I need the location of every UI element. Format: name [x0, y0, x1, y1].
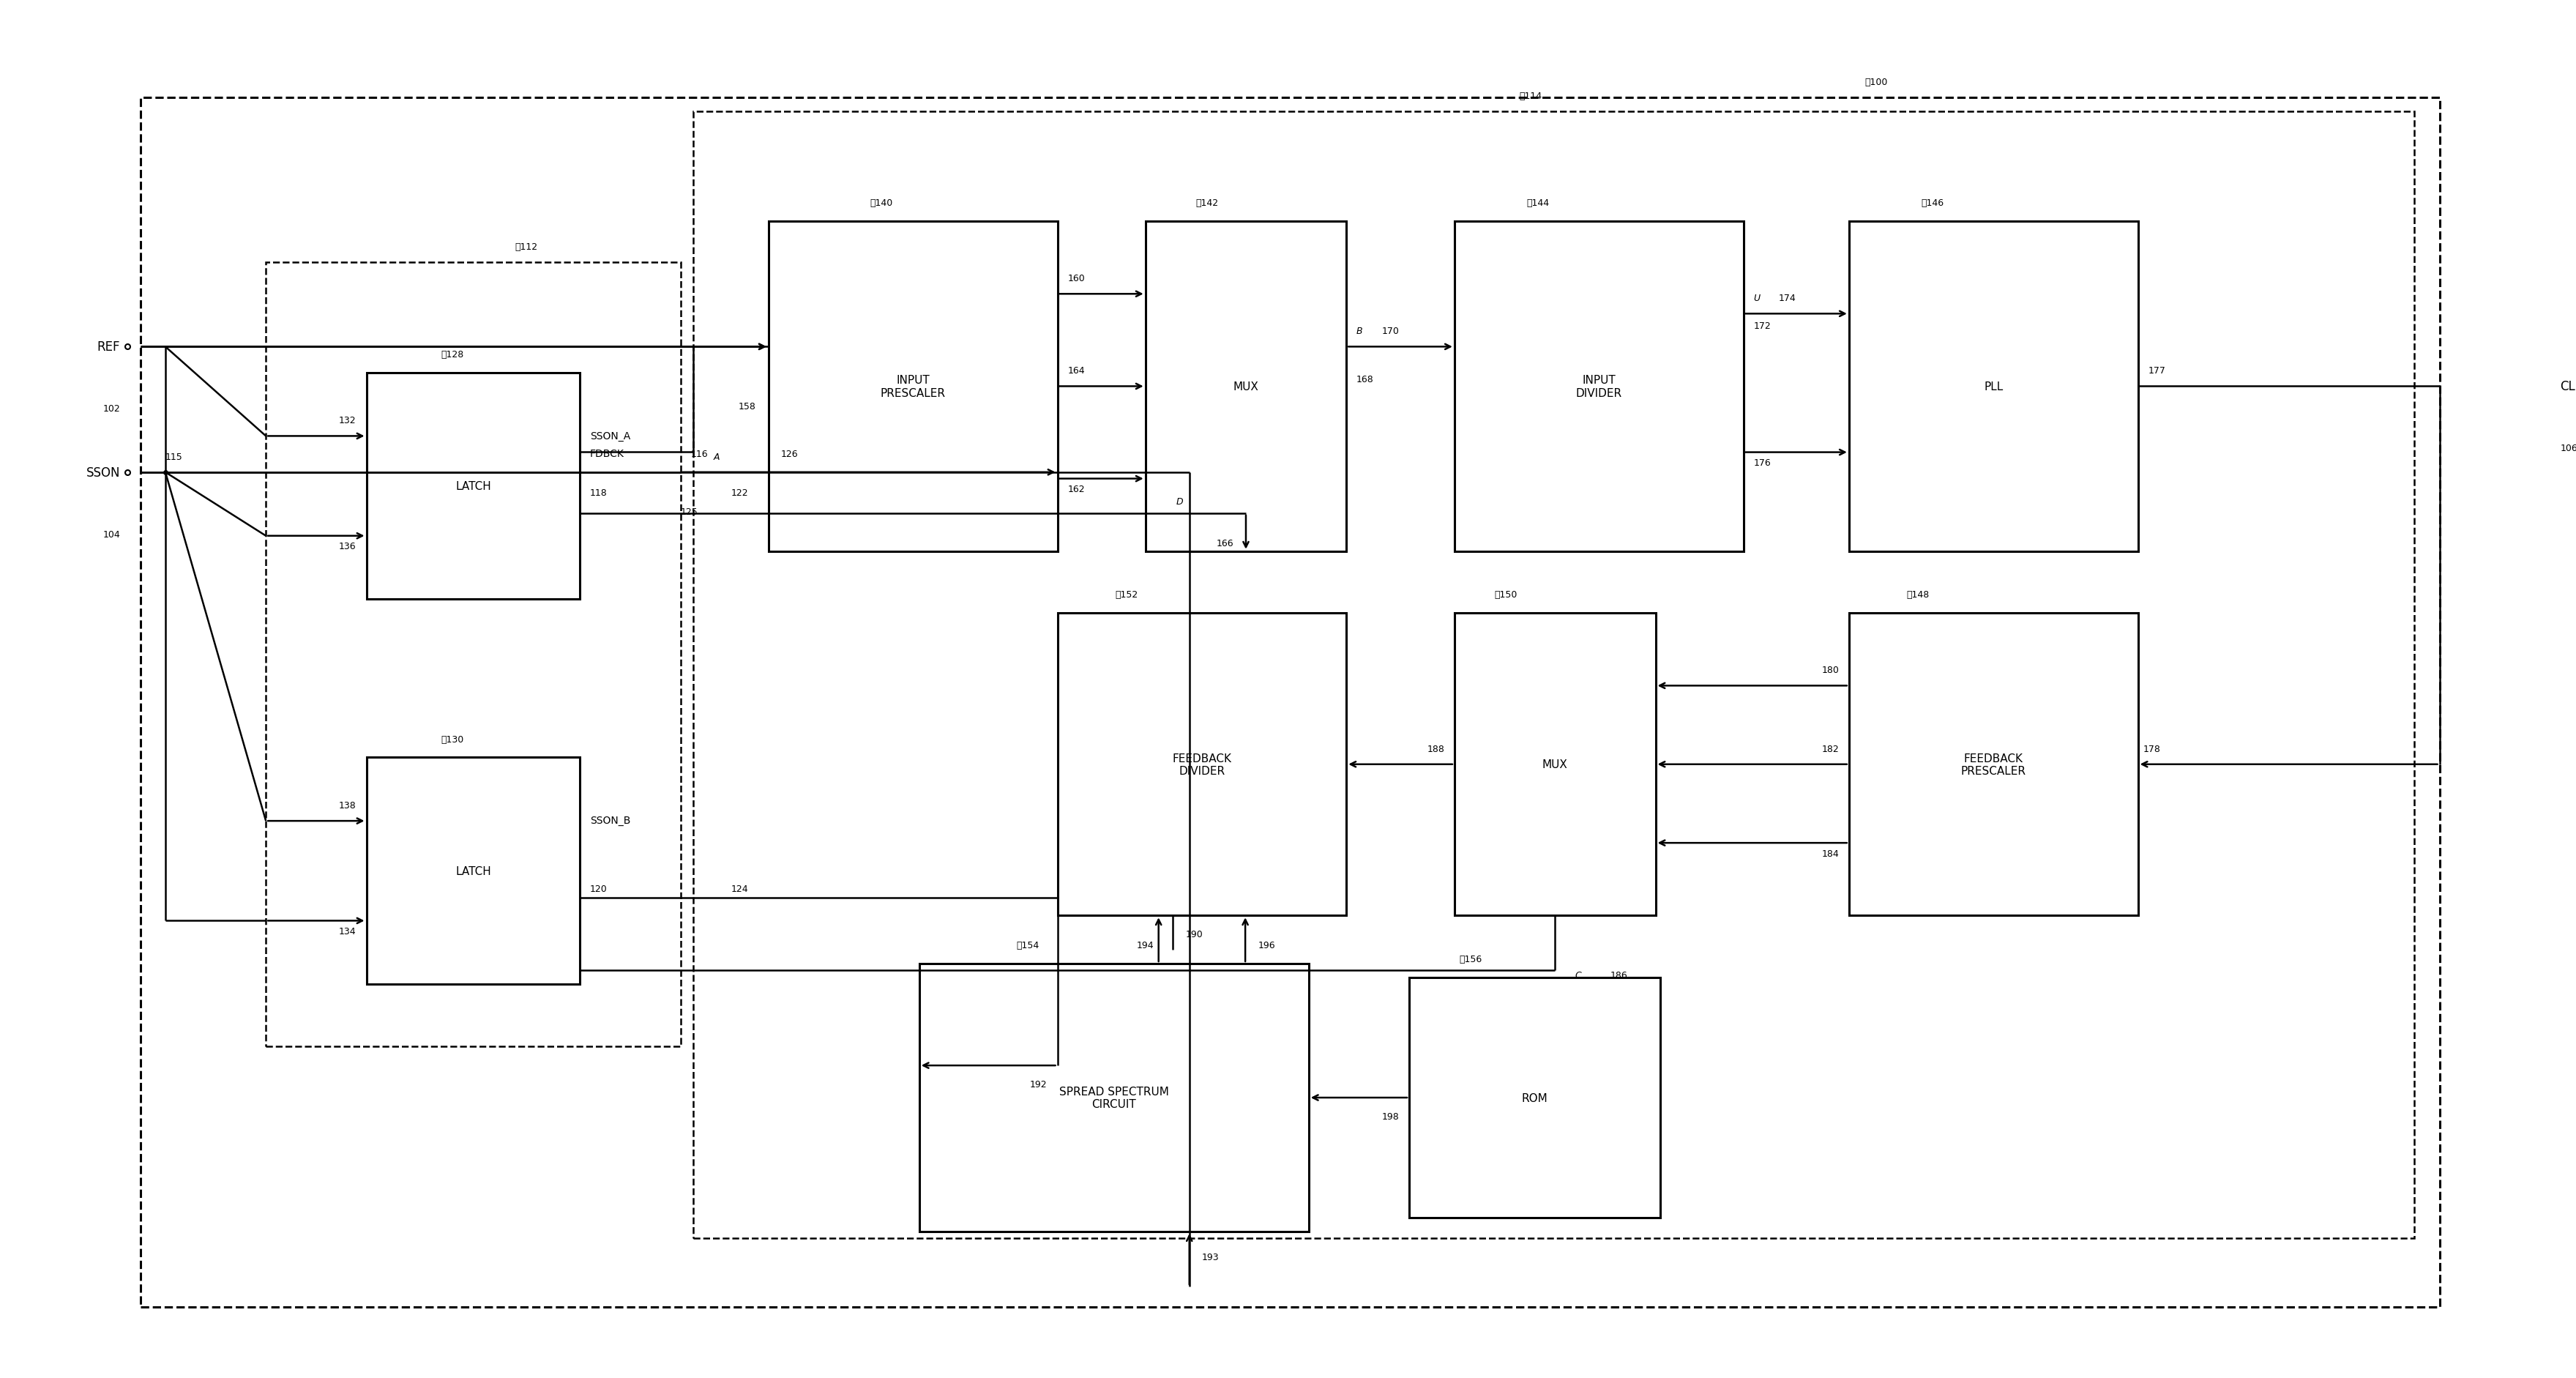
Text: 194: 194	[1136, 941, 1154, 949]
Text: 122: 122	[732, 488, 747, 497]
Text: A: A	[714, 452, 719, 462]
Bar	[693, 112, 2414, 1239]
Text: 134: 134	[340, 926, 355, 936]
Text: ⌣152: ⌣152	[1115, 590, 1139, 599]
Text: 196: 196	[1257, 941, 1275, 949]
Text: 125: 125	[680, 507, 698, 517]
Text: D: D	[1177, 497, 1182, 507]
Text: 115: 115	[165, 452, 183, 462]
Text: ⌣156: ⌣156	[1461, 955, 1481, 963]
Text: 162: 162	[1066, 485, 1084, 495]
Text: ⌣112: ⌣112	[515, 243, 538, 252]
Text: INPUT
DIVIDER: INPUT DIVIDER	[1577, 375, 1623, 398]
Text: ⌣128: ⌣128	[440, 350, 464, 360]
Text: 193: 193	[1203, 1253, 1218, 1262]
Text: 184: 184	[1821, 849, 1839, 858]
Text: 174: 174	[1777, 294, 1795, 303]
Text: FEEDBACK
DIVIDER: FEEDBACK DIVIDER	[1172, 752, 1231, 776]
Text: 176: 176	[1754, 457, 1770, 467]
Text: LATCH: LATCH	[456, 481, 492, 492]
Text: ⌣146: ⌣146	[1922, 198, 1945, 208]
Text: ⌣142: ⌣142	[1195, 198, 1218, 208]
Bar	[1455, 222, 1744, 551]
Text: ROM: ROM	[1522, 1093, 1548, 1104]
Bar	[366, 373, 580, 599]
Text: ⌣130: ⌣130	[440, 734, 464, 744]
Bar	[1409, 977, 1662, 1218]
Bar	[920, 963, 1309, 1232]
Text: 177: 177	[2148, 367, 2166, 376]
Text: 190: 190	[1185, 929, 1203, 938]
Text: ⌣114: ⌣114	[1520, 91, 1543, 101]
Text: SSON: SSON	[85, 466, 121, 480]
Text: PLL: PLL	[1984, 382, 2004, 393]
Bar	[1056, 613, 1347, 916]
Text: LATCH: LATCH	[456, 865, 492, 876]
Bar	[1850, 222, 2138, 551]
Text: ⌣154: ⌣154	[1018, 941, 1041, 949]
Text: 104: 104	[103, 529, 121, 539]
Text: ⌣100: ⌣100	[1865, 77, 1888, 87]
Bar	[768, 222, 1056, 551]
Text: 120: 120	[590, 885, 608, 894]
Text: REF: REF	[98, 340, 121, 354]
Bar	[265, 263, 680, 1046]
Text: ⌣148: ⌣148	[1906, 590, 1929, 599]
Text: MUX: MUX	[1543, 759, 1569, 770]
Text: 166: 166	[1216, 539, 1234, 548]
Bar	[366, 758, 580, 984]
Text: 180: 180	[1821, 666, 1839, 675]
Text: 106: 106	[2561, 444, 2576, 453]
Text: 126: 126	[781, 449, 799, 459]
Text: SSON_B: SSON_B	[590, 816, 631, 825]
Bar	[1850, 613, 2138, 916]
Text: 132: 132	[340, 416, 355, 426]
Text: 182: 182	[1821, 744, 1839, 754]
Text: 124: 124	[732, 885, 747, 894]
Text: U: U	[1754, 294, 1759, 303]
Text: 116: 116	[690, 449, 708, 459]
Text: ⌣140: ⌣140	[871, 198, 891, 208]
Text: C: C	[1574, 970, 1582, 980]
Text: 136: 136	[340, 542, 355, 551]
Text: 192: 192	[1030, 1079, 1048, 1089]
Text: 170: 170	[1381, 327, 1399, 336]
Text: CLK: CLK	[2561, 380, 2576, 393]
Bar	[1455, 613, 1656, 916]
Text: 118: 118	[590, 488, 608, 497]
Text: B: B	[1358, 327, 1363, 336]
Text: 188: 188	[1427, 744, 1445, 754]
Text: MUX: MUX	[1234, 382, 1260, 393]
Text: 102: 102	[103, 404, 121, 413]
Text: INPUT
PRESCALER: INPUT PRESCALER	[881, 375, 945, 398]
Text: SSON_A: SSON_A	[590, 431, 631, 441]
Text: ⌣144: ⌣144	[1528, 198, 1551, 208]
Text: 138: 138	[340, 801, 355, 810]
Text: FEEDBACK
PRESCALER: FEEDBACK PRESCALER	[1960, 752, 2027, 776]
Text: 158: 158	[739, 402, 755, 412]
Text: SPREAD SPECTRUM
CIRCUIT: SPREAD SPECTRUM CIRCUIT	[1059, 1086, 1170, 1109]
Text: 164: 164	[1066, 367, 1084, 376]
Bar	[1146, 222, 1347, 551]
Text: 160: 160	[1066, 274, 1084, 284]
Text: 178: 178	[2143, 744, 2161, 754]
Text: 186: 186	[1610, 970, 1628, 980]
Text: ⌣150: ⌣150	[1494, 590, 1517, 599]
Text: 198: 198	[1381, 1112, 1399, 1120]
Text: 172: 172	[1754, 321, 1770, 331]
Bar	[139, 98, 2439, 1308]
Text: FDBCK: FDBCK	[590, 449, 623, 459]
Text: 168: 168	[1358, 375, 1373, 384]
